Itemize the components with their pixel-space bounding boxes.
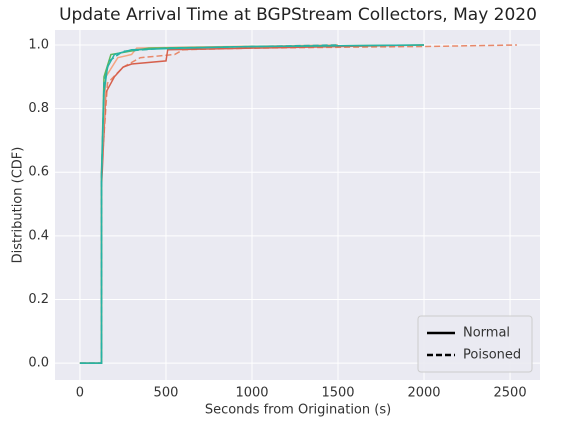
x-tick-label: 0 <box>76 386 84 401</box>
x-tick-label: 2000 <box>407 386 440 401</box>
y-tick-label: 0.2 <box>28 292 49 307</box>
x-tick-label: 2500 <box>494 386 527 401</box>
y-tick-label: 0.4 <box>28 228 49 243</box>
legend-box <box>417 315 533 373</box>
x-tick-label: 1500 <box>321 386 354 401</box>
cdf-line <box>79 44 425 364</box>
chart-title: Update Arrival Time at BGPStream Collect… <box>59 5 537 25</box>
y-tick-label: 1.0 <box>28 37 49 52</box>
y-tick-label: 0.0 <box>28 356 49 371</box>
x-tick-label: 1000 <box>235 386 268 401</box>
x-axis-label: Seconds from Origination (s) <box>205 403 391 418</box>
legend-label: Normal <box>463 326 510 341</box>
y-axis-label: Distribution (CDF) <box>11 147 26 264</box>
y-tick-label: 0.8 <box>28 101 49 116</box>
x-tick-label: 500 <box>154 386 179 401</box>
legend-label: Poisoned <box>463 348 521 363</box>
y-tick-label: 0.6 <box>28 165 49 180</box>
